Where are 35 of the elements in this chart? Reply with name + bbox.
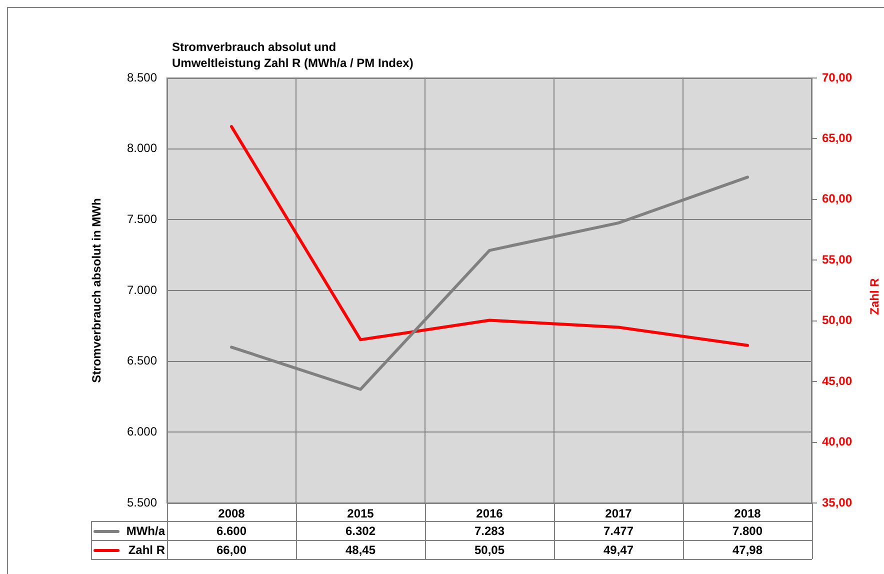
data-label: 7.800 [732, 524, 763, 538]
x-tick-label: 2018 [734, 506, 762, 521]
y-tick-label: 6.000 [126, 424, 158, 438]
y2-tick-label: 70,00 [822, 70, 852, 84]
data-label: 7.283 [474, 524, 505, 538]
legend-label: MWh/a [126, 524, 166, 538]
data-label: 47,98 [732, 542, 763, 557]
y2-tick-label: 35,00 [822, 495, 852, 510]
y-tick-label: 8.000 [126, 141, 158, 156]
y2-tick-label: 65,00 [822, 131, 852, 146]
data-label: 6.302 [345, 524, 376, 538]
y-tick-label: 7.000 [126, 282, 158, 297]
data-label: 7.477 [603, 524, 634, 538]
y-tick-label: 8.500 [126, 70, 158, 84]
y2-tick-label: 45,00 [822, 374, 852, 388]
y-tick-label: 6.500 [126, 354, 158, 368]
data-label: 6.600 [216, 524, 247, 538]
y2-tick-label: 50,00 [822, 313, 852, 328]
data-label: 50,05 [474, 542, 505, 557]
legend-label: Zahl R [128, 542, 166, 557]
y-axis-title: Stromverbrauch absolut in MWh [89, 198, 104, 383]
data-label: 66,00 [216, 542, 247, 557]
x-tick-label: 2015 [347, 506, 374, 521]
data-label: 48,45 [345, 542, 376, 557]
y2-axis-title: Zahl R [867, 278, 882, 315]
x-tick-label: 2016 [476, 506, 504, 521]
y2-tick-label: 60,00 [822, 192, 852, 206]
y-tick-label: 7.500 [126, 212, 158, 226]
y2-tick-label: 40,00 [822, 434, 852, 449]
y2-tick-label: 55,00 [822, 252, 852, 266]
x-tick-label: 2008 [218, 506, 246, 521]
chart-title: Stromverbrauch absolut und Umweltleistung Zahl R (MWh/a / PM Index) [172, 39, 414, 71]
y-tick-label: 5.500 [126, 495, 158, 510]
data-label: 49,47 [603, 542, 634, 557]
x-tick-label: 2017 [605, 506, 632, 521]
